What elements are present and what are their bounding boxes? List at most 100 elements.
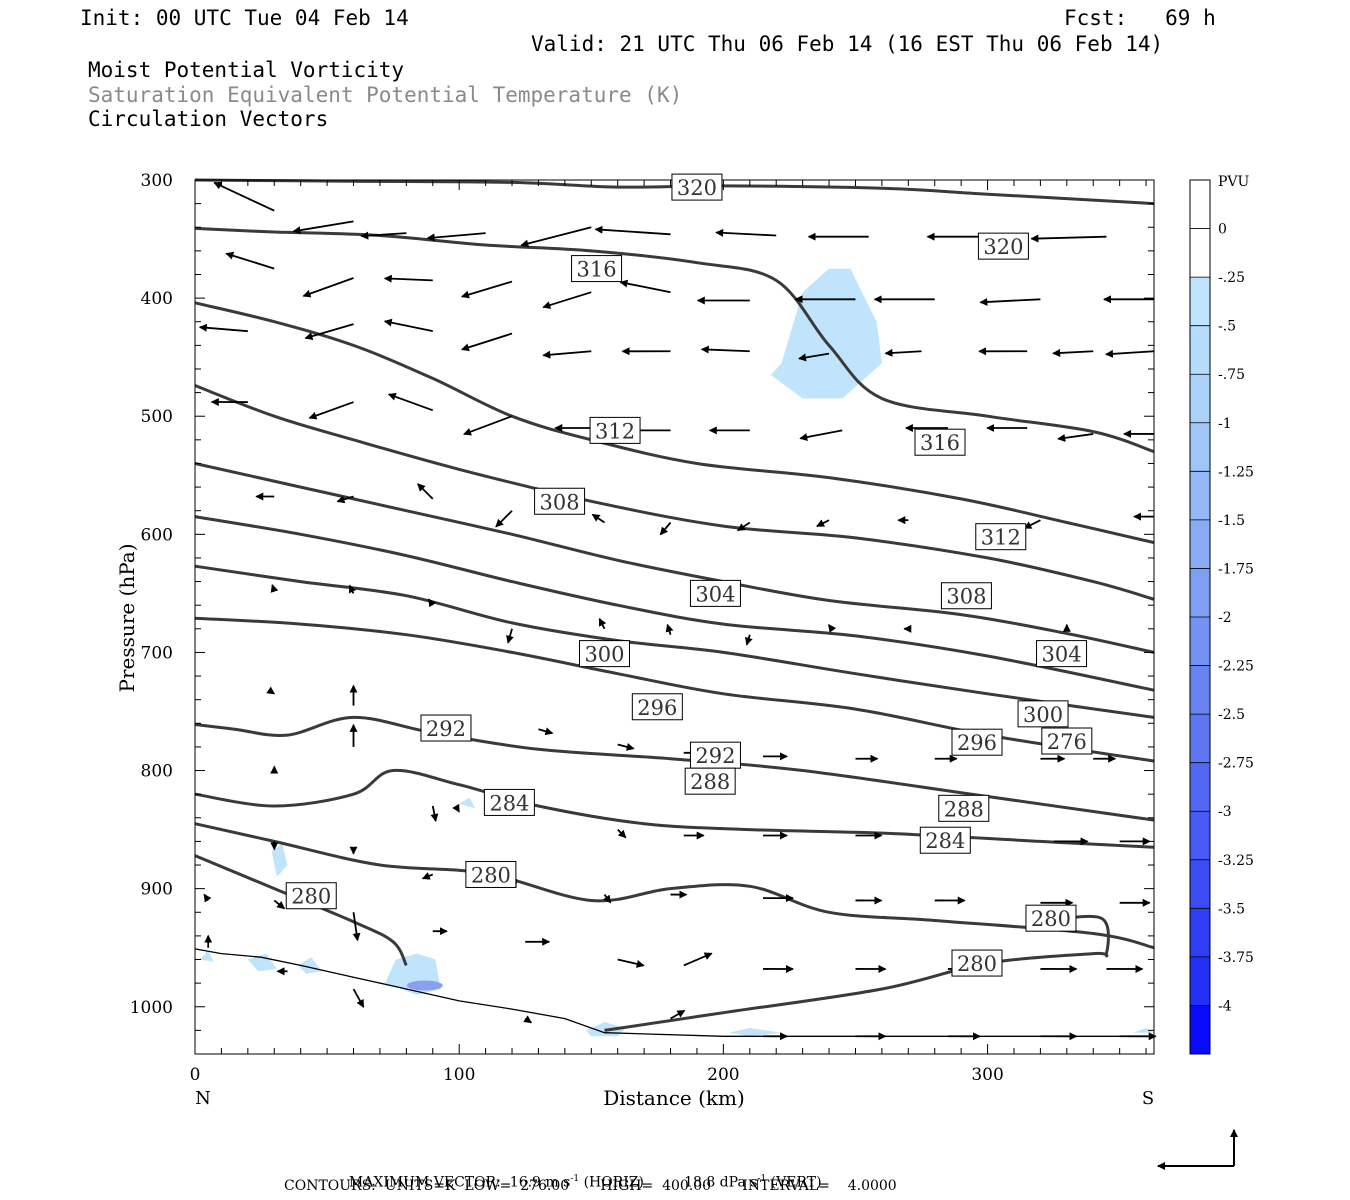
contour-info: CONTOURS: UNITS=K LOW= 276.00 HIGH= 400.… <box>284 1178 897 1194</box>
circulation-vector <box>383 318 433 333</box>
contour-label: 316 <box>577 258 617 282</box>
colorbar-label: -3.75 <box>1218 950 1254 966</box>
circulation-vector <box>1052 348 1094 357</box>
circulation-vector <box>308 401 354 420</box>
contour-label: 288 <box>944 797 984 821</box>
colorbar-label: -3.5 <box>1218 901 1245 917</box>
contour-label-box <box>1025 904 1077 932</box>
colorbar-label: -1.5 <box>1218 513 1245 529</box>
mpv-shaded-region <box>271 843 288 877</box>
circulation-vector <box>538 727 554 736</box>
circulation-vector <box>523 1015 533 1024</box>
contour-label: 300 <box>584 643 624 667</box>
mpv-shaded-region <box>247 953 277 972</box>
circulation-vector <box>336 495 354 504</box>
contour-label-box <box>919 826 971 854</box>
circulation-vector <box>827 623 837 633</box>
colorbar-label: -2 <box>1218 610 1232 626</box>
circulation-vector <box>495 510 513 528</box>
colorbar-label: -2.25 <box>1218 659 1254 675</box>
contour-label: 320 <box>677 176 717 200</box>
circulation-vector <box>304 323 354 340</box>
circulation-vector <box>506 628 514 644</box>
colorbar-label: -2.75 <box>1218 756 1254 772</box>
contour-label: 280 <box>1031 907 1071 931</box>
contour-label-box <box>1036 640 1088 668</box>
reference-vector-icon <box>1157 1129 1238 1170</box>
mpv-shaded-region <box>459 797 475 809</box>
field-title-vectors: Circulation Vectors <box>88 107 329 131</box>
circulation-vector <box>594 225 671 236</box>
contour-label-box <box>689 579 741 607</box>
colorbar-label: 0 <box>1218 222 1227 238</box>
circulation-vector <box>461 332 513 352</box>
circulation-vector <box>225 251 275 270</box>
theta-es-contour-304 <box>194 462 1155 654</box>
circulation-vector <box>542 291 592 309</box>
contour-label-box <box>285 882 337 910</box>
y-tick-label: 400 <box>141 289 173 309</box>
circulation-vector <box>884 348 922 357</box>
contour-label: 292 <box>695 744 735 768</box>
mpv-shaded-region <box>770 268 882 399</box>
circulation-vector <box>979 297 1041 306</box>
circulation-vector <box>799 429 843 442</box>
contour-label: 316 <box>920 431 960 455</box>
colorbar-swatch <box>1190 665 1210 715</box>
theta-es-contour-308 <box>194 384 1155 601</box>
colorbar-swatch <box>1190 762 1210 812</box>
circulation-vector <box>598 617 607 630</box>
circulation-vector <box>816 519 830 528</box>
circulation-vector <box>617 743 635 751</box>
y-tick-label: 500 <box>141 407 173 427</box>
south-end-label: S <box>1142 1088 1154 1109</box>
circulation-vector <box>203 893 212 903</box>
y-tick-label: 300 <box>141 171 173 191</box>
x-tick-label: 200 <box>707 1065 739 1085</box>
circulation-vector <box>302 277 354 298</box>
circulation-vector <box>1030 234 1107 243</box>
colorbar-label: -.5 <box>1218 319 1236 335</box>
terrain-line <box>194 948 1154 1037</box>
colorbar-swatch <box>1190 519 1210 569</box>
theta-es-contour-312 <box>194 301 1155 545</box>
contour-label: 296 <box>637 696 677 720</box>
circulation-vector <box>430 805 439 822</box>
y-tick-label: 800 <box>141 762 173 782</box>
theta-es-contour-300 <box>194 515 1155 692</box>
max-vector-label: MAXIMUM VECTOR: <box>348 1174 501 1191</box>
colorbar-swatch <box>1190 228 1210 278</box>
theta-es-contour-284 <box>194 768 1155 849</box>
circulation-vector <box>292 220 354 235</box>
contour-label-box <box>1041 727 1093 755</box>
contour-label-box <box>571 255 623 283</box>
contour-label: 280 <box>471 863 511 887</box>
y-axis-label: Pressure (hPa) <box>115 544 139 693</box>
x-axis-label: Distance (km) <box>603 1086 745 1110</box>
mpv-shaded-region <box>200 950 214 962</box>
contour-label: 288 <box>690 770 730 794</box>
circulation-vector <box>270 584 279 593</box>
max-vert-exponent: -1 <box>757 1174 767 1184</box>
y-tick-label: 900 <box>141 880 173 900</box>
colorbar-swatch <box>1190 325 1210 375</box>
contour-label: 276 <box>1047 730 1087 754</box>
x-tick-label: 0 <box>190 1065 201 1085</box>
contour-label: 284 <box>489 791 529 815</box>
colorbar-swatch <box>1190 471 1210 521</box>
colorbar-swatch <box>1190 422 1210 472</box>
circulation-vector <box>198 323 248 333</box>
contour-label-box <box>684 767 736 795</box>
contour-label-box <box>977 232 1029 260</box>
circulation-vector <box>426 232 486 242</box>
colorbar-title: PVU <box>1218 174 1250 190</box>
circulation-vector <box>700 345 750 354</box>
max-vert-value: 18.8 dPa s <box>684 1174 758 1191</box>
circulation-vector <box>603 894 612 904</box>
contour-label: 308 <box>540 490 580 514</box>
colorbar-label: -1.75 <box>1218 561 1254 577</box>
contour-label-box <box>631 693 683 721</box>
circulation-vector <box>428 598 437 608</box>
circulation-vector <box>213 181 275 212</box>
